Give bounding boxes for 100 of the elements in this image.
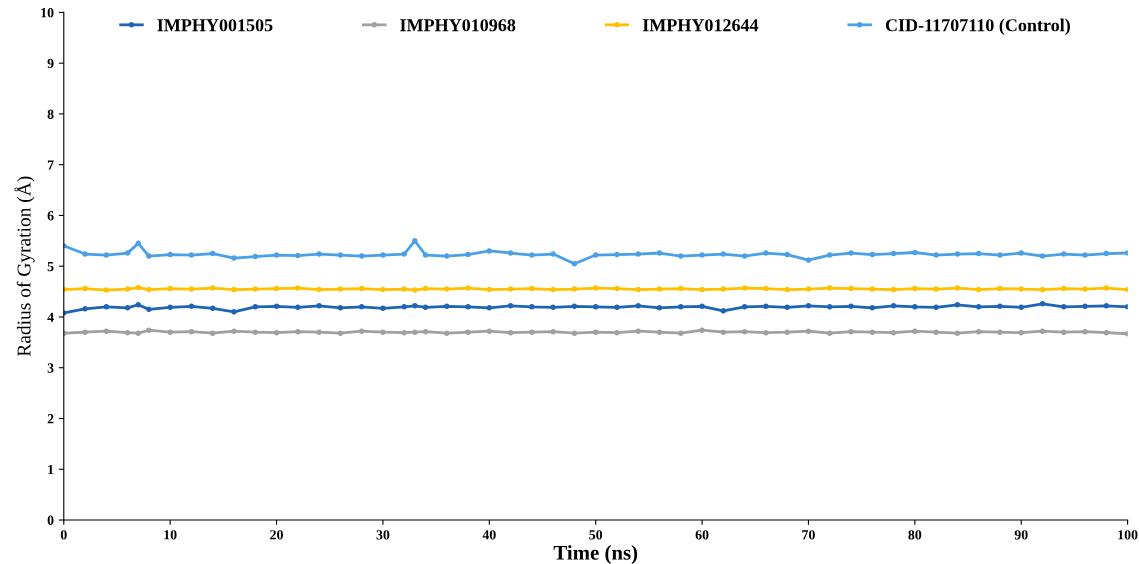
point bbox=[231, 286, 237, 293]
point bbox=[412, 287, 418, 293]
x-tick-label: 80 bbox=[908, 530, 922, 540]
point bbox=[188, 286, 195, 292]
point bbox=[550, 251, 556, 257]
point bbox=[124, 305, 131, 311]
point bbox=[571, 260, 578, 267]
point bbox=[571, 330, 578, 336]
point bbox=[826, 252, 833, 258]
point bbox=[486, 286, 493, 293]
point bbox=[443, 286, 450, 292]
y-tick-label: 10 bbox=[41, 7, 54, 18]
point bbox=[529, 285, 535, 292]
point bbox=[358, 253, 365, 259]
point bbox=[933, 329, 939, 335]
point bbox=[592, 252, 599, 258]
point bbox=[571, 286, 578, 292]
point bbox=[1082, 286, 1088, 292]
x-tick-label: 0 bbox=[60, 530, 67, 540]
point bbox=[933, 252, 939, 258]
point bbox=[1061, 251, 1067, 257]
point bbox=[1039, 328, 1046, 334]
point bbox=[805, 328, 812, 334]
point bbox=[124, 286, 131, 292]
point bbox=[412, 303, 418, 309]
point bbox=[295, 328, 301, 335]
point bbox=[954, 251, 961, 257]
point bbox=[784, 304, 790, 311]
point bbox=[1018, 250, 1025, 256]
point bbox=[869, 305, 876, 311]
point bbox=[678, 285, 684, 292]
x-tick-label: 60 bbox=[695, 530, 709, 540]
point bbox=[614, 329, 620, 336]
point bbox=[848, 303, 854, 310]
point bbox=[656, 329, 663, 335]
point bbox=[443, 330, 450, 336]
point bbox=[103, 328, 110, 334]
point bbox=[1018, 329, 1025, 336]
y-tick-label: 6 bbox=[47, 211, 54, 221]
point bbox=[146, 253, 152, 259]
point bbox=[231, 328, 237, 334]
point bbox=[741, 285, 748, 291]
point bbox=[635, 251, 642, 257]
point bbox=[869, 286, 876, 292]
point bbox=[146, 306, 152, 313]
x-tick-label: 50 bbox=[589, 530, 603, 540]
point bbox=[1018, 286, 1025, 292]
point bbox=[316, 251, 322, 257]
point bbox=[912, 304, 918, 310]
point bbox=[848, 285, 854, 292]
point bbox=[784, 329, 790, 335]
point bbox=[869, 251, 876, 258]
point bbox=[295, 304, 301, 311]
point bbox=[1039, 286, 1046, 293]
point bbox=[465, 304, 471, 310]
point bbox=[103, 287, 110, 293]
legend-label: IMPHY010968 bbox=[400, 19, 516, 32]
y-tick-label: 0 bbox=[47, 515, 54, 525]
point bbox=[422, 328, 429, 335]
point bbox=[252, 304, 259, 310]
point bbox=[465, 285, 471, 291]
point bbox=[358, 304, 365, 310]
point bbox=[380, 252, 386, 258]
point bbox=[805, 303, 812, 309]
point bbox=[997, 303, 1003, 310]
x-tick-label: 40 bbox=[482, 530, 496, 540]
point bbox=[316, 303, 322, 309]
point bbox=[1061, 304, 1067, 310]
point bbox=[550, 304, 556, 311]
point bbox=[209, 330, 216, 336]
point bbox=[592, 329, 599, 335]
x-tick-label: 100 bbox=[1118, 530, 1138, 540]
point bbox=[135, 330, 142, 336]
point bbox=[380, 305, 386, 312]
point bbox=[975, 250, 982, 257]
point bbox=[167, 251, 173, 258]
point bbox=[741, 304, 748, 310]
point bbox=[656, 286, 663, 292]
point bbox=[933, 304, 939, 311]
y-tick-label: 3 bbox=[47, 363, 54, 373]
point bbox=[656, 305, 663, 311]
point bbox=[1061, 285, 1067, 292]
point bbox=[763, 329, 769, 336]
point bbox=[167, 304, 173, 311]
point bbox=[678, 330, 684, 336]
point bbox=[592, 285, 599, 291]
point bbox=[337, 305, 344, 311]
point bbox=[912, 249, 918, 256]
point bbox=[720, 308, 727, 314]
point bbox=[358, 328, 365, 334]
point bbox=[443, 303, 450, 310]
point bbox=[380, 286, 386, 293]
y-tick-label: 2 bbox=[47, 414, 54, 424]
point bbox=[678, 304, 684, 310]
point bbox=[1039, 300, 1046, 307]
point bbox=[507, 303, 514, 309]
point bbox=[135, 284, 142, 291]
point bbox=[188, 303, 195, 310]
y-tick-label: 1 bbox=[48, 464, 54, 475]
point bbox=[188, 328, 195, 335]
